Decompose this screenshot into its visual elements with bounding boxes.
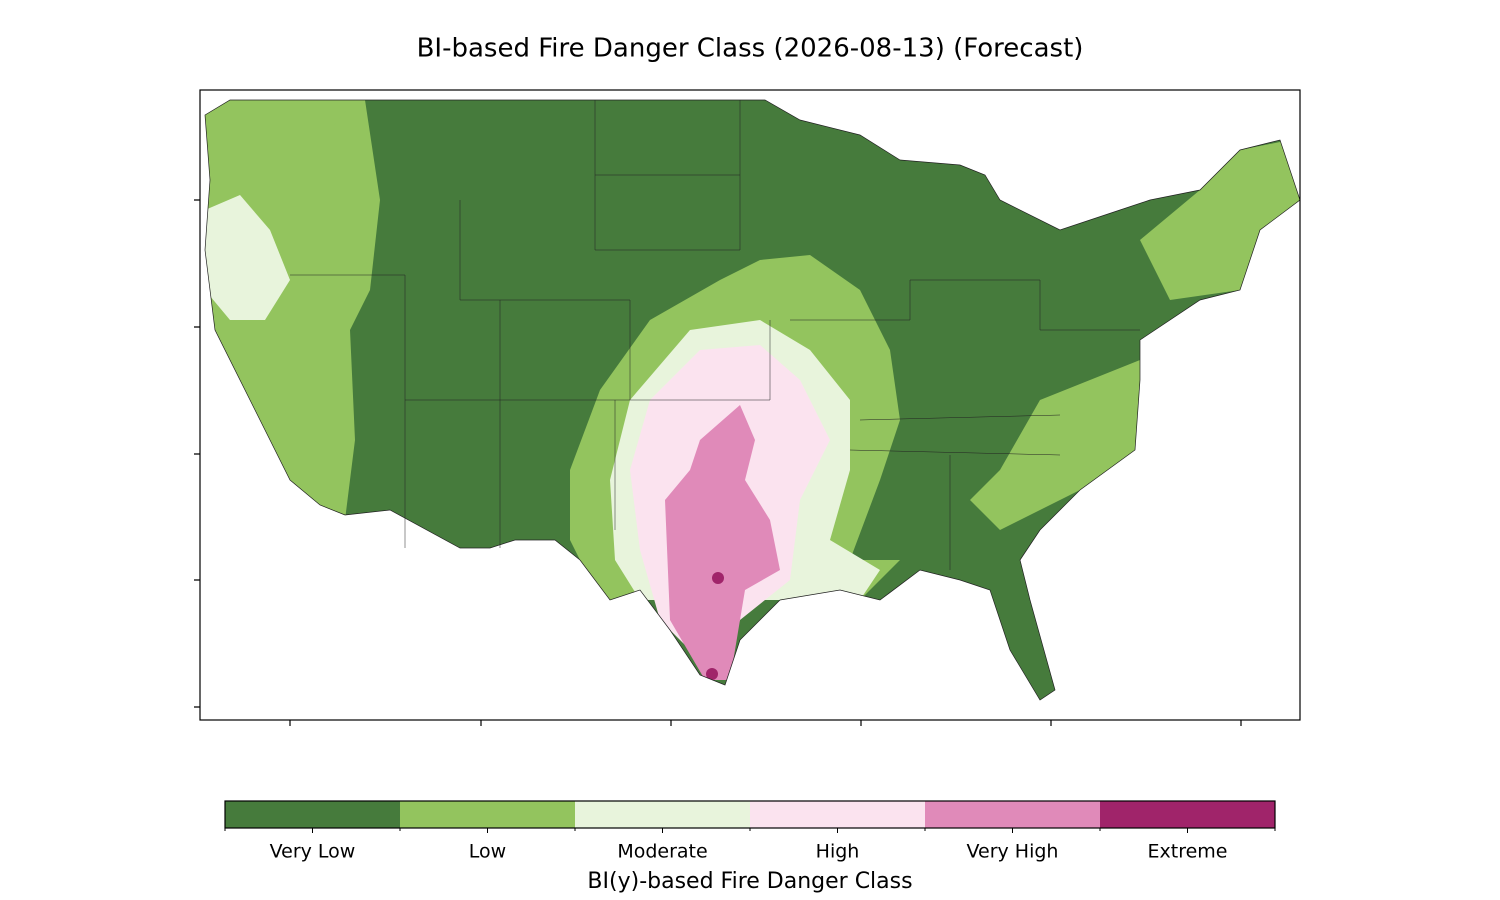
colorbar-swatch <box>1100 801 1275 828</box>
colorbar-frame <box>224 800 1276 829</box>
colorbar-label: BI(y)-based Fire Danger Class <box>587 869 912 894</box>
colorbar-class-label: Low <box>469 841 506 863</box>
state-borders <box>290 100 1140 570</box>
colorbar-class-label: Extreme <box>1148 841 1228 863</box>
colorbar-swatch <box>575 801 750 828</box>
colorbar-swatch <box>225 801 400 828</box>
map-axis-ticks <box>194 199 1242 726</box>
map-frame <box>199 89 1301 721</box>
zone-low-east <box>970 360 1140 530</box>
colorbar-swatch <box>925 801 1100 828</box>
colorbar-class-label: High <box>816 841 860 863</box>
zone-low-nw <box>205 100 355 130</box>
colorbar-class-label: Very Low <box>270 841 356 863</box>
map-area <box>194 89 1301 726</box>
zone-low-northeast <box>1140 140 1300 300</box>
colorbar-class-label: Very High <box>967 841 1059 863</box>
colorbar-swatch <box>750 801 925 828</box>
colorbar-swatch <box>400 801 575 828</box>
zone-moderate-west <box>205 195 290 320</box>
map-title: BI-based Fire Danger Class (2026-08-13) … <box>417 34 1084 64</box>
zone-extreme <box>706 668 718 680</box>
zone-extreme <box>712 572 724 584</box>
colorbar-class-label: Moderate <box>617 841 707 863</box>
zone-very-high <box>665 405 780 680</box>
country-outline <box>204 99 1301 701</box>
colorbar: Very Low Low Moderate High Very High Extreme <box>224 800 1276 863</box>
